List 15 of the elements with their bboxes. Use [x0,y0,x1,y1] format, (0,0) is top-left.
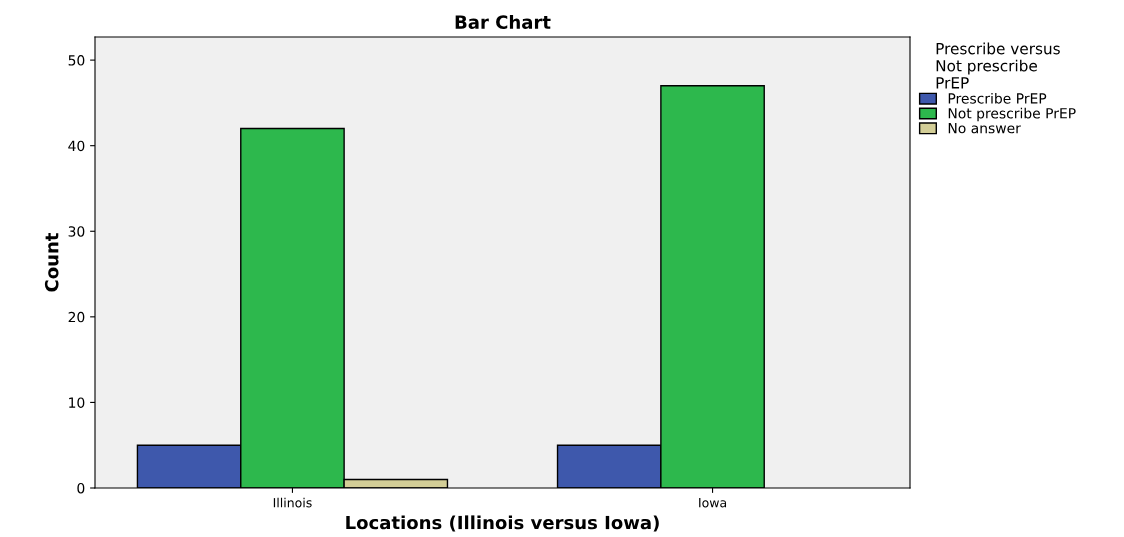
chart-title: Bar Chart [455,14,551,29]
legend-title: Prescribe versus Not prescribe PrEP [936,42,1060,89]
y-axis-title: Count [44,232,59,292]
y-tick-label: 20 [68,311,85,323]
x-axis-title: Locations (Illinois versus Iowa) [346,515,659,532]
x-tick-label: Iowa [699,498,727,508]
x-tick-label: Illinois [273,497,312,508]
y-tick-label: 50 [68,55,85,66]
y-tick-label: 30 [68,226,85,237]
y-tick-label: 0 [77,482,85,494]
legend-label: No answer [948,123,1021,134]
y-tick-label: 10 [69,397,85,408]
legend-label: Prescribe PrEP [948,92,1047,104]
legend-label: Not prescribe PrEP [948,107,1076,122]
y-tick-label: 40 [68,140,85,152]
